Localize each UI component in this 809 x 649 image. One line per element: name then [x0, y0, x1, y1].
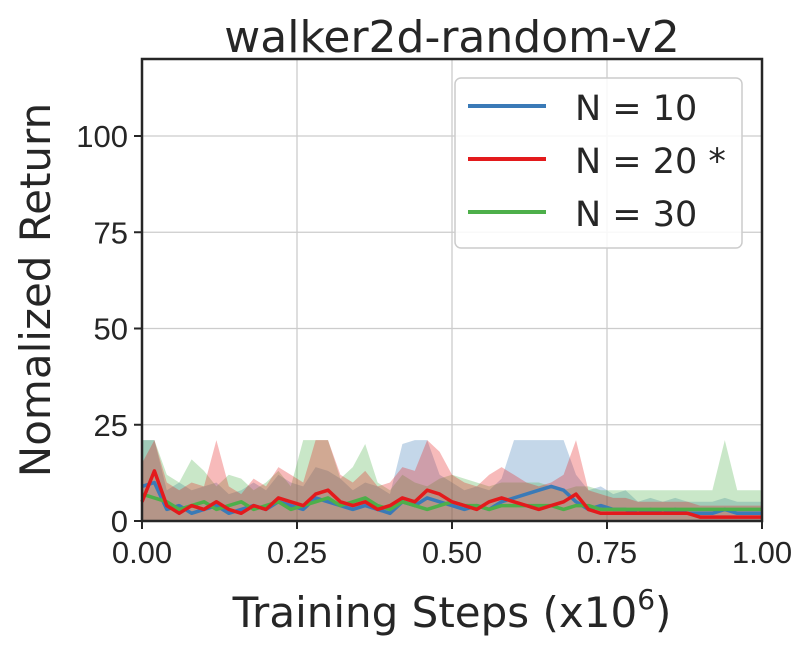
x-tick-label: 0.25: [267, 535, 327, 570]
legend-label-n10: N = 10: [575, 89, 697, 129]
x-ticks: 0.00 0.25 0.50 0.75 1.00: [112, 521, 792, 570]
legend: N = 10 N = 20 * N = 30: [454, 77, 743, 249]
y-axis-label: Nomalized Return: [11, 103, 60, 477]
series-lines: [140, 469, 762, 519]
x-axis-label-main: Training Steps (x10: [232, 588, 638, 637]
x-tick-label: 0.00: [112, 535, 172, 570]
x-tick-label: 0.75: [577, 535, 637, 570]
legend-label-n30: N = 30: [575, 195, 697, 235]
legend-label-n20: N = 20 *: [575, 142, 726, 182]
band-series-1: [142, 440, 762, 521]
y-tick-label: 50: [94, 312, 128, 347]
band-series-3: [142, 440, 762, 521]
x-axis-label-close: ): [655, 588, 671, 637]
band-series-2: [142, 440, 762, 521]
y-tick-label: 75: [94, 215, 128, 250]
line-series-2: [140, 469, 762, 519]
confidence-bands: [142, 440, 762, 521]
y-tick-label: 0: [111, 504, 128, 539]
x-tick-label: 0.50: [422, 535, 482, 570]
y-tick-label: 100: [76, 119, 128, 154]
legend-box: [454, 77, 743, 249]
x-tick-label: 1.00: [732, 535, 792, 570]
chart-title: walker2d-random-v2: [224, 12, 679, 63]
y-tick-label: 25: [94, 408, 128, 443]
y-ticks: 0 25 50 75 100: [76, 119, 142, 539]
x-axis-label-exponent: 6: [637, 583, 655, 616]
x-axis-label: Training Steps (x106): [232, 583, 672, 637]
